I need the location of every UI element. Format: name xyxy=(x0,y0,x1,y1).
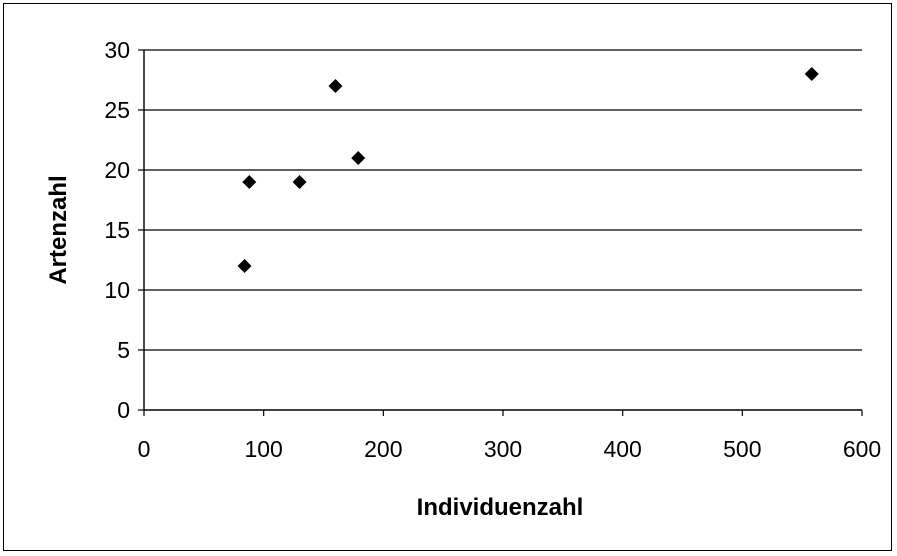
y-tick-label: 30 xyxy=(104,37,130,63)
x-axis-title: Individuenzahl xyxy=(417,494,584,521)
data-point xyxy=(242,175,257,189)
y-tick-label: 5 xyxy=(117,337,130,363)
data-point xyxy=(237,259,252,273)
y-tick-label: 10 xyxy=(104,277,130,303)
data-point xyxy=(804,67,819,81)
x-tick-label: 300 xyxy=(484,436,522,462)
axes xyxy=(138,49,863,416)
x-tick-label: 400 xyxy=(603,436,641,462)
data-point xyxy=(351,151,366,165)
y-tick-label: 25 xyxy=(104,97,130,123)
chart-frame xyxy=(3,3,892,551)
y-tick-label: 20 xyxy=(104,157,130,183)
x-tick-label: 200 xyxy=(364,436,402,462)
x-tick-label: 100 xyxy=(244,436,282,462)
y-tick-label: 0 xyxy=(117,397,130,423)
y-tick-label: 15 xyxy=(104,217,130,243)
gridlines xyxy=(144,49,862,351)
y-axis-title: Artenzahl xyxy=(45,175,72,284)
data-point xyxy=(328,79,343,93)
data-point xyxy=(292,175,307,189)
x-tick-label: 500 xyxy=(723,436,761,462)
x-tick-label: 600 xyxy=(843,436,881,462)
data-points xyxy=(237,67,819,273)
x-tick-label: 0 xyxy=(138,436,151,462)
